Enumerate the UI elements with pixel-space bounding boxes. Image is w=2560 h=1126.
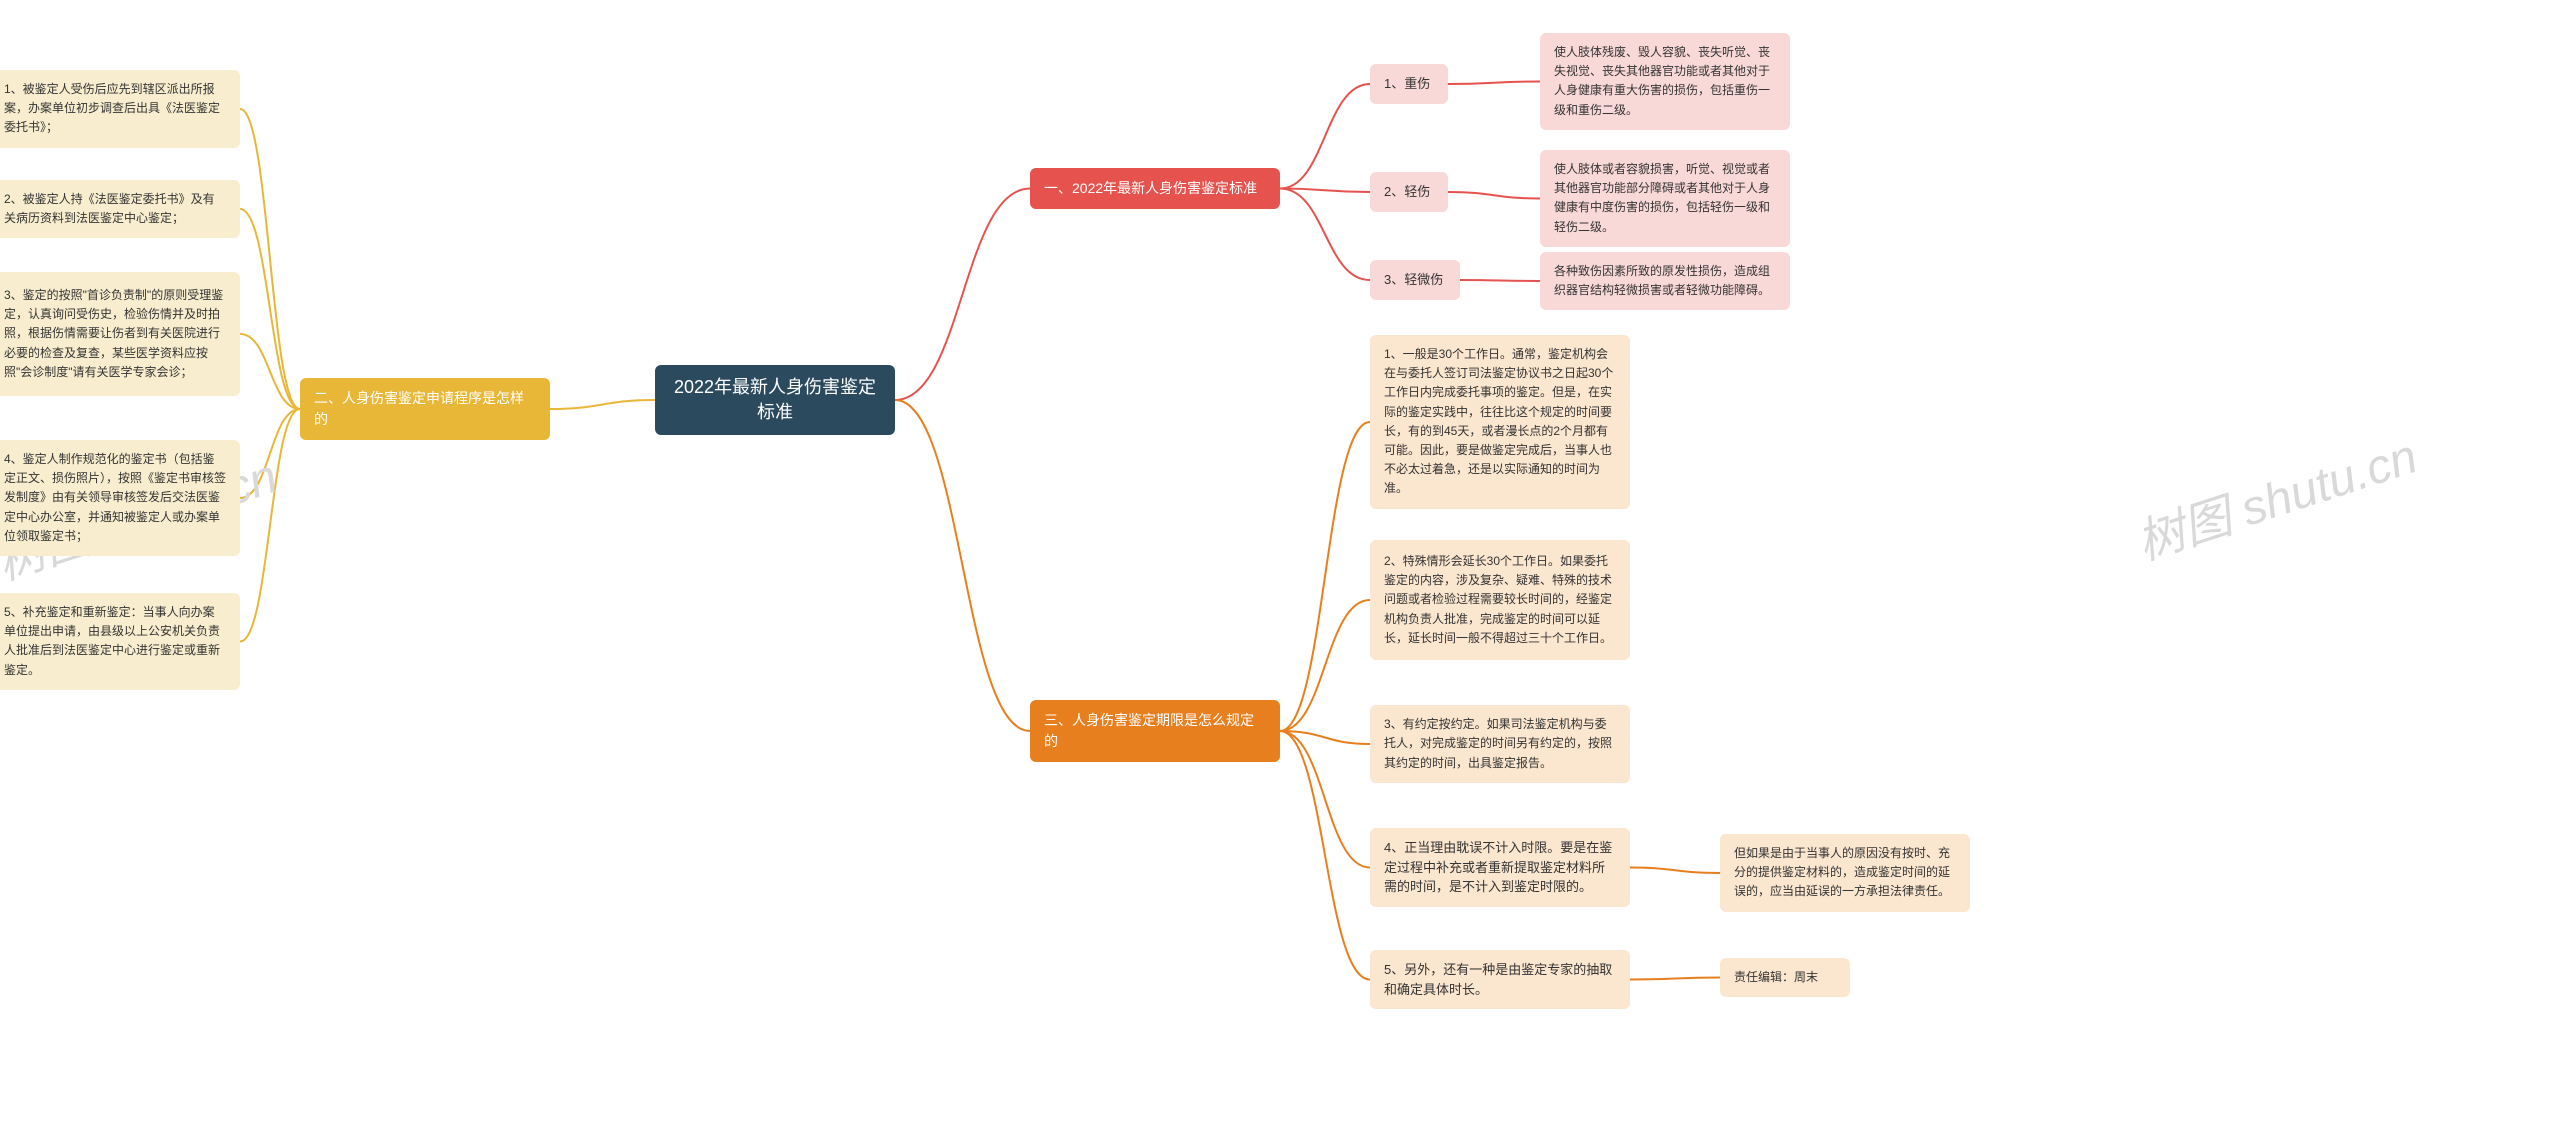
s2b-label: 2、被鉴定人持《法医鉴定委托书》及有关病历资料到法医鉴定中心鉴定； bbox=[4, 190, 226, 228]
s3-label: 三、人身伤害鉴定期限是怎么规定的 bbox=[1044, 710, 1266, 752]
s3: 三、人身伤害鉴定期限是怎么规定的 bbox=[1030, 700, 1280, 762]
s2c-label: 3、鉴定的按照"首诊负责制"的原则受理鉴定，认真询问受伤史，检验伤情并及时拍照，… bbox=[4, 286, 226, 382]
s1: 一、2022年最新人身伤害鉴定标准 bbox=[1030, 168, 1280, 209]
watermark-1: 树图 shutu.cn bbox=[2126, 417, 2424, 573]
s1c: 3、轻微伤 bbox=[1370, 260, 1460, 300]
s3a-label: 1、一般是30个工作日。通常，鉴定机构会在与委托人签订司法鉴定协议书之日起30个… bbox=[1384, 345, 1616, 499]
root-label: 2022年最新人身伤害鉴定标准 bbox=[669, 375, 881, 425]
s1a: 1、重伤 bbox=[1370, 64, 1448, 104]
s3c-label: 3、有约定按约定。如果司法鉴定机构与委托人，对完成鉴定的时间另有约定的，按照其约… bbox=[1384, 715, 1616, 773]
s1c1-label: 各种致伤因素所致的原发性损伤，造成组织器官结构轻微损害或者轻微功能障碍。 bbox=[1554, 262, 1776, 300]
s2e-label: 5、补充鉴定和重新鉴定：当事人向办案单位提出申请，由县级以上公安机关负责人批准后… bbox=[4, 603, 226, 680]
s1a1-label: 使人肢体残废、毁人容貌、丧失听觉、丧失视觉、丧失其他器官功能或者其他对于人身健康… bbox=[1554, 43, 1776, 120]
s3d: 4、正当理由耽误不计入时限。要是在鉴定过程中补充或者重新提取鉴定材料所需的时间，… bbox=[1370, 828, 1630, 907]
s1a-label: 1、重伤 bbox=[1384, 74, 1430, 94]
s1c-label: 3、轻微伤 bbox=[1384, 270, 1443, 290]
s3c: 3、有约定按约定。如果司法鉴定机构与委托人，对完成鉴定的时间另有约定的，按照其约… bbox=[1370, 705, 1630, 783]
root: 2022年最新人身伤害鉴定标准 bbox=[655, 365, 895, 435]
s1-label: 一、2022年最新人身伤害鉴定标准 bbox=[1044, 178, 1257, 199]
s3d1-label: 但如果是由于当事人的原因没有按时、充分的提供鉴定材料的，造成鉴定时间的延误的，应… bbox=[1734, 844, 1956, 902]
s3e1-label: 责任编辑：周末 bbox=[1734, 968, 1818, 987]
s1a1: 使人肢体残废、毁人容貌、丧失听觉、丧失视觉、丧失其他器官功能或者其他对于人身健康… bbox=[1540, 33, 1790, 130]
s2a: 1、被鉴定人受伤后应先到辖区派出所报案，办案单位初步调查后出具《法医鉴定委托书》… bbox=[0, 70, 240, 148]
s2c: 3、鉴定的按照"首诊负责制"的原则受理鉴定，认真询问受伤史，检验伤情并及时拍照，… bbox=[0, 272, 240, 396]
s1b1-label: 使人肢体或者容貌损害，听觉、视觉或者其他器官功能部分障碍或者其他对于人身健康有中… bbox=[1554, 160, 1776, 237]
s2d-label: 4、鉴定人制作规范化的鉴定书（包括鉴定正文、损伤照片），按照《鉴定书审核签发制度… bbox=[4, 450, 226, 546]
s2b: 2、被鉴定人持《法医鉴定委托书》及有关病历资料到法医鉴定中心鉴定； bbox=[0, 180, 240, 238]
s2: 二、人身伤害鉴定申请程序是怎样的 bbox=[300, 378, 550, 440]
s3e: 5、另外，还有一种是由鉴定专家的抽取和确定具体时长。 bbox=[1370, 950, 1630, 1009]
s2e: 5、补充鉴定和重新鉴定：当事人向办案单位提出申请，由县级以上公安机关负责人批准后… bbox=[0, 593, 240, 690]
s1b1: 使人肢体或者容貌损害，听觉、视觉或者其他器官功能部分障碍或者其他对于人身健康有中… bbox=[1540, 150, 1790, 247]
s2a-label: 1、被鉴定人受伤后应先到辖区派出所报案，办案单位初步调查后出具《法医鉴定委托书》… bbox=[4, 80, 226, 138]
s1c1: 各种致伤因素所致的原发性损伤，造成组织器官结构轻微损害或者轻微功能障碍。 bbox=[1540, 252, 1790, 310]
s2-label: 二、人身伤害鉴定申请程序是怎样的 bbox=[314, 388, 536, 430]
s3a: 1、一般是30个工作日。通常，鉴定机构会在与委托人签订司法鉴定协议书之日起30个… bbox=[1370, 335, 1630, 509]
s3d-label: 4、正当理由耽误不计入时限。要是在鉴定过程中补充或者重新提取鉴定材料所需的时间，… bbox=[1384, 838, 1616, 897]
s2d: 4、鉴定人制作规范化的鉴定书（包括鉴定正文、损伤照片），按照《鉴定书审核签发制度… bbox=[0, 440, 240, 556]
connector-layer bbox=[0, 0, 2560, 1126]
s3d1: 但如果是由于当事人的原因没有按时、充分的提供鉴定材料的，造成鉴定时间的延误的，应… bbox=[1720, 834, 1970, 912]
s3b-label: 2、特殊情形会延长30个工作日。如果委托鉴定的内容，涉及复杂、疑难、特殊的技术问… bbox=[1384, 552, 1616, 648]
s1b-label: 2、轻伤 bbox=[1384, 182, 1430, 202]
s1b: 2、轻伤 bbox=[1370, 172, 1448, 212]
s3b: 2、特殊情形会延长30个工作日。如果委托鉴定的内容，涉及复杂、疑难、特殊的技术问… bbox=[1370, 540, 1630, 660]
s3e-label: 5、另外，还有一种是由鉴定专家的抽取和确定具体时长。 bbox=[1384, 960, 1616, 999]
s3e1: 责任编辑：周末 bbox=[1720, 958, 1850, 997]
